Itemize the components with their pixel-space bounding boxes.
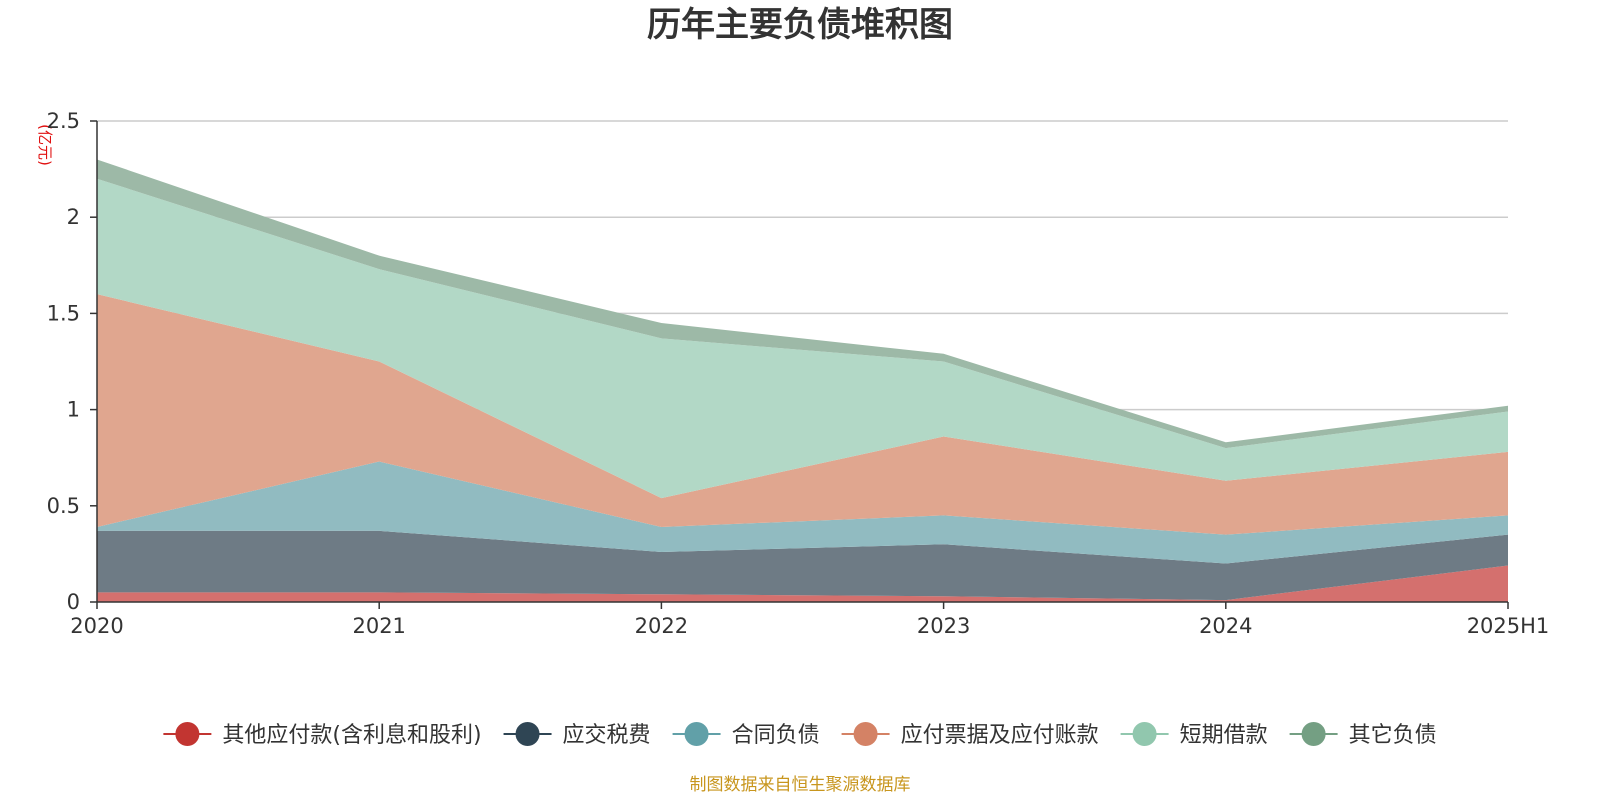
x-tick-label: 2023 bbox=[917, 614, 970, 638]
x-axis-ticks: 2020 2021 2022 2023 2024 2025H1 bbox=[70, 602, 1549, 638]
area-layers bbox=[97, 159, 1508, 602]
source-note: 制图数据来自恒生聚源数据库 bbox=[690, 775, 911, 795]
legend-label: 其它负债 bbox=[1349, 723, 1437, 748]
legend-marker bbox=[175, 722, 200, 746]
legend-marker bbox=[1301, 722, 1326, 746]
legend-item-4[interactable]: 短期借款 bbox=[1120, 722, 1268, 748]
area-series-0 bbox=[97, 565, 1508, 602]
legend-item-2[interactable]: 合同负债 bbox=[672, 722, 820, 748]
area-series-3 bbox=[97, 294, 1508, 535]
axes bbox=[96, 121, 1508, 603]
area-series-2 bbox=[97, 461, 1508, 564]
x-tick-label: 2020 bbox=[70, 614, 123, 638]
area-series-4 bbox=[97, 178, 1508, 499]
legend-marker bbox=[684, 722, 709, 746]
area-series-1 bbox=[97, 530, 1508, 601]
legend-marker bbox=[1132, 722, 1157, 746]
legend-label: 合同负债 bbox=[732, 723, 820, 748]
legend-marker bbox=[515, 722, 540, 746]
chart-title: 历年主要负债堆积图 bbox=[647, 5, 953, 45]
legend[interactable]: 其他应付款(含利息和股利) 应交税费 合同负债 应付票据及应付账款 短期借款 其它负债 bbox=[163, 722, 1437, 748]
legend-label: 应付票据及应付账款 bbox=[901, 723, 1099, 748]
x-tick-label: 2024 bbox=[1199, 614, 1252, 638]
y-tick-label: 0 bbox=[67, 590, 80, 614]
y-tick-label: 1.5 bbox=[47, 301, 80, 325]
legend-item-5[interactable]: 其它负债 bbox=[1289, 722, 1437, 748]
legend-label: 应交税费 bbox=[563, 723, 651, 748]
legend-marker bbox=[853, 722, 878, 746]
x-tick-label: 2021 bbox=[352, 614, 405, 638]
legend-item-0[interactable]: 其他应付款(含利息和股利) bbox=[163, 722, 482, 748]
legend-item-1[interactable]: 应交税费 bbox=[503, 722, 651, 748]
legend-item-3[interactable]: 应付票据及应付账款 bbox=[841, 722, 1099, 748]
y-tick-label: 2 bbox=[67, 205, 80, 229]
legend-label: 其他应付款(含利息和股利) bbox=[222, 723, 481, 748]
y-axis-ticks: 0 0.5 1 1.5 2 2.5 bbox=[47, 109, 97, 614]
y-tick-label: 2.5 bbox=[47, 109, 80, 133]
x-tick-label: 2025H1 bbox=[1467, 614, 1550, 638]
x-tick-label: 2022 bbox=[635, 614, 688, 638]
y-unit-label: (亿元) bbox=[36, 124, 54, 166]
legend-label: 短期借款 bbox=[1180, 723, 1268, 748]
y-tick-label: 1 bbox=[67, 398, 80, 422]
y-tick-label: 0.5 bbox=[47, 494, 80, 518]
